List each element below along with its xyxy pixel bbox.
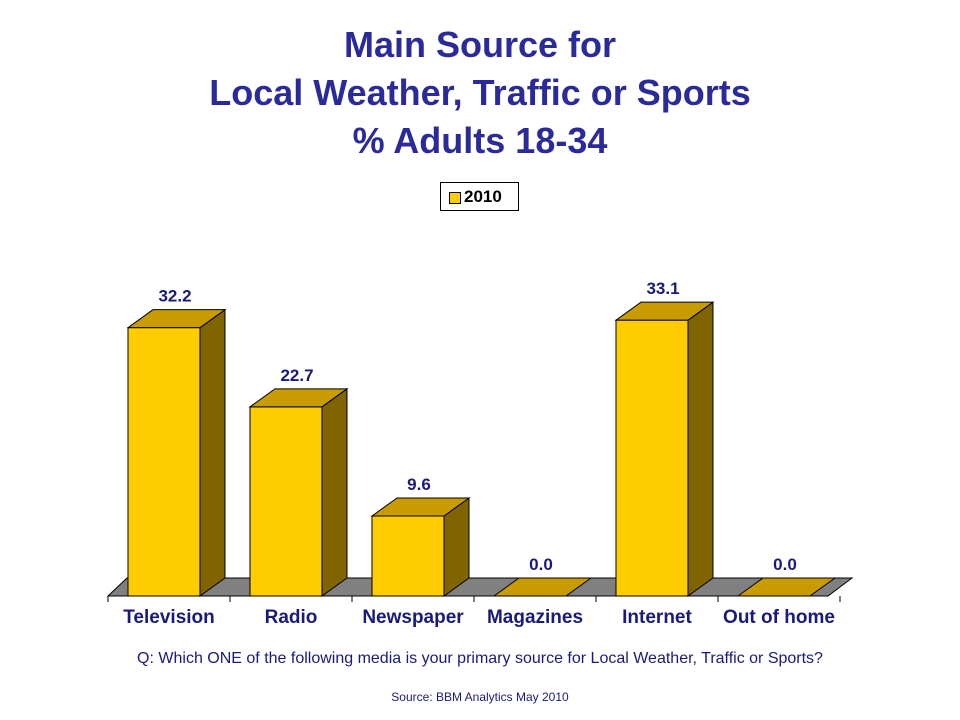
bar-top-magazines bbox=[492, 577, 593, 597]
bar-front-internet bbox=[615, 319, 689, 597]
bar-top-radio bbox=[248, 388, 349, 408]
bar-side-television bbox=[199, 308, 226, 597]
data-label-radio: 22.7 bbox=[280, 366, 313, 385]
category-label-out-of-home: Out of home bbox=[723, 607, 835, 628]
bar-top-television bbox=[126, 309, 227, 329]
data-label-newspaper: 9.6 bbox=[407, 475, 431, 494]
chart-title-line-3: % Adults 18-34 bbox=[352, 120, 608, 161]
category-label-magazines: Magazines bbox=[487, 607, 583, 628]
chart-title-line-2: Local Weather, Traffic or Sports bbox=[209, 72, 751, 113]
data-label-television: 32.2 bbox=[158, 287, 191, 306]
bar-front-television bbox=[127, 327, 201, 597]
bar-top-out-of-home bbox=[736, 577, 837, 597]
chart-legend: 2010 bbox=[440, 182, 519, 211]
bar-top-internet bbox=[614, 301, 715, 321]
legend-swatch-2010 bbox=[449, 192, 461, 204]
data-label-magazines: 0.0 bbox=[529, 555, 553, 574]
category-label-television: Television bbox=[123, 607, 215, 628]
bar-top-newspaper bbox=[370, 497, 471, 517]
bar-front-radio bbox=[249, 406, 323, 597]
category-label-newspaper: Newspaper bbox=[362, 607, 464, 628]
survey-question: Q: Which ONE of the following media is y… bbox=[137, 650, 823, 667]
data-label-internet: 33.1 bbox=[646, 279, 679, 298]
bar-front-newspaper bbox=[371, 515, 445, 597]
category-label-radio: Radio bbox=[265, 607, 318, 628]
bar-side-radio bbox=[321, 387, 348, 597]
category-label-internet: Internet bbox=[622, 607, 692, 628]
data-label-out-of-home: 0.0 bbox=[773, 555, 797, 574]
chart-title-line-1: Main Source for bbox=[343, 24, 617, 65]
legend-label-2010: 2010 bbox=[464, 187, 502, 206]
bar-side-internet bbox=[687, 301, 714, 597]
source-note: Source: BBM Analytics May 2010 bbox=[391, 690, 569, 704]
